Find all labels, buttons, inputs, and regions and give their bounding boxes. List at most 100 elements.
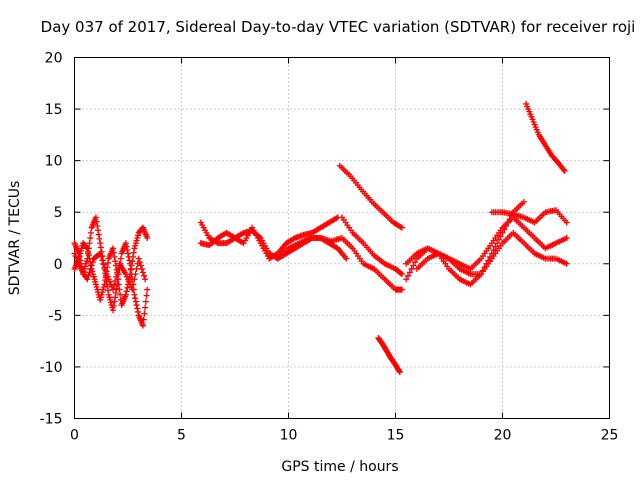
data-marks <box>71 100 570 376</box>
data-point-marker <box>132 295 139 302</box>
data-point-marker <box>129 286 136 293</box>
data-point-marker <box>138 265 145 272</box>
data-point-marker <box>131 291 138 298</box>
grid <box>74 57 610 419</box>
data-point-marker <box>125 250 131 257</box>
data-point-marker <box>97 244 104 251</box>
x-tick-label: 10 <box>280 428 298 444</box>
data-point-marker <box>129 253 136 260</box>
data-point-marker <box>96 235 103 242</box>
data-point-marker <box>102 277 109 284</box>
series-s7 <box>339 214 405 278</box>
data-point-marker <box>111 282 118 289</box>
data-point-marker <box>105 287 112 294</box>
data-point-marker <box>100 260 107 267</box>
data-point-marker <box>97 240 104 247</box>
y-tick-label: 0 <box>54 257 63 273</box>
data-point-marker <box>95 231 102 238</box>
data-point-marker <box>403 276 410 283</box>
data-point-marker <box>112 258 119 265</box>
data-point-marker <box>408 265 415 272</box>
data-point-marker <box>85 252 92 259</box>
data-point-marker <box>127 266 134 273</box>
data-point-marker <box>129 258 136 265</box>
data-point-marker <box>494 240 501 247</box>
data-point-marker <box>563 219 570 226</box>
data-point-marker <box>84 276 91 283</box>
data-point-marker <box>112 290 119 297</box>
series-s6 <box>274 235 405 293</box>
data-point-marker <box>93 218 100 225</box>
data-point-marker <box>94 222 101 229</box>
data-point-marker <box>110 307 117 314</box>
y-axis-label: SDTVAR / TECUs <box>7 181 23 296</box>
data-point-marker <box>497 233 504 240</box>
y-tick-label: 5 <box>54 205 63 221</box>
data-point-marker <box>495 236 502 243</box>
x-tick-label: 25 <box>601 428 619 444</box>
data-point-marker <box>87 229 94 236</box>
data-point-marker <box>102 267 109 274</box>
data-point-marker <box>88 262 95 269</box>
data-point-marker <box>128 262 135 269</box>
data-point-marker <box>122 240 129 247</box>
data-point-marker <box>111 253 118 260</box>
data-point-marker <box>117 255 124 262</box>
data-point-marker <box>144 286 151 293</box>
data-point-marker <box>132 298 139 305</box>
data-point-marker <box>113 285 120 292</box>
x-tick-label: 15 <box>387 428 405 444</box>
series-s14 <box>523 100 568 174</box>
y-tick-label: -5 <box>49 308 63 324</box>
data-point-marker <box>133 265 140 272</box>
data-point-marker <box>83 244 90 251</box>
data-point-marker <box>98 253 105 260</box>
y-tick-label: 20 <box>45 51 63 67</box>
x-axis-label: GPS time / hours <box>281 459 398 475</box>
data-point-marker <box>105 259 112 266</box>
data-point-marker <box>142 298 149 305</box>
data-point-marker <box>84 245 91 252</box>
data-point-marker <box>123 288 130 295</box>
data-point-marker <box>396 369 403 376</box>
y-tick-label: -10 <box>40 360 63 376</box>
data-point-marker <box>398 224 405 231</box>
data-point-marker <box>132 271 139 278</box>
data-point-marker <box>95 227 102 234</box>
data-point-marker <box>130 281 137 288</box>
data-point-marker <box>85 272 92 279</box>
data-point-marker <box>492 243 499 250</box>
data-point-marker <box>398 271 405 278</box>
data-point-marker <box>137 262 144 269</box>
data-point-marker <box>136 259 143 266</box>
data-point-marker <box>143 292 150 299</box>
data-point-marker <box>115 281 122 288</box>
data-point-marker <box>134 305 141 312</box>
data-point-marker <box>101 264 108 271</box>
data-point-marker <box>520 198 527 205</box>
data-point-marker <box>117 291 124 298</box>
data-point-marker <box>112 294 119 301</box>
data-point-marker <box>110 302 117 309</box>
series-s13 <box>488 207 570 226</box>
data-point-marker <box>85 248 92 255</box>
data-point-marker <box>113 273 120 280</box>
series-s8 <box>336 162 405 231</box>
data-point-marker <box>141 272 148 279</box>
y-tick-label: 15 <box>45 102 63 118</box>
data-point-marker <box>139 269 146 276</box>
data-point-marker <box>87 235 94 241</box>
data-point-marker <box>111 298 118 305</box>
x-tick-label: 0 <box>70 428 79 444</box>
data-point-marker <box>112 277 119 284</box>
data-point-marker <box>124 247 131 254</box>
data-point-marker <box>110 249 117 256</box>
data-point-marker <box>97 250 104 257</box>
data-point-marker <box>131 276 138 283</box>
data-point-marker <box>139 322 146 329</box>
data-point-marker <box>133 302 140 309</box>
data-point-marker <box>110 286 117 293</box>
series-s2 <box>71 224 151 309</box>
data-point-marker <box>410 262 417 269</box>
y-tick-label: 10 <box>45 154 63 170</box>
